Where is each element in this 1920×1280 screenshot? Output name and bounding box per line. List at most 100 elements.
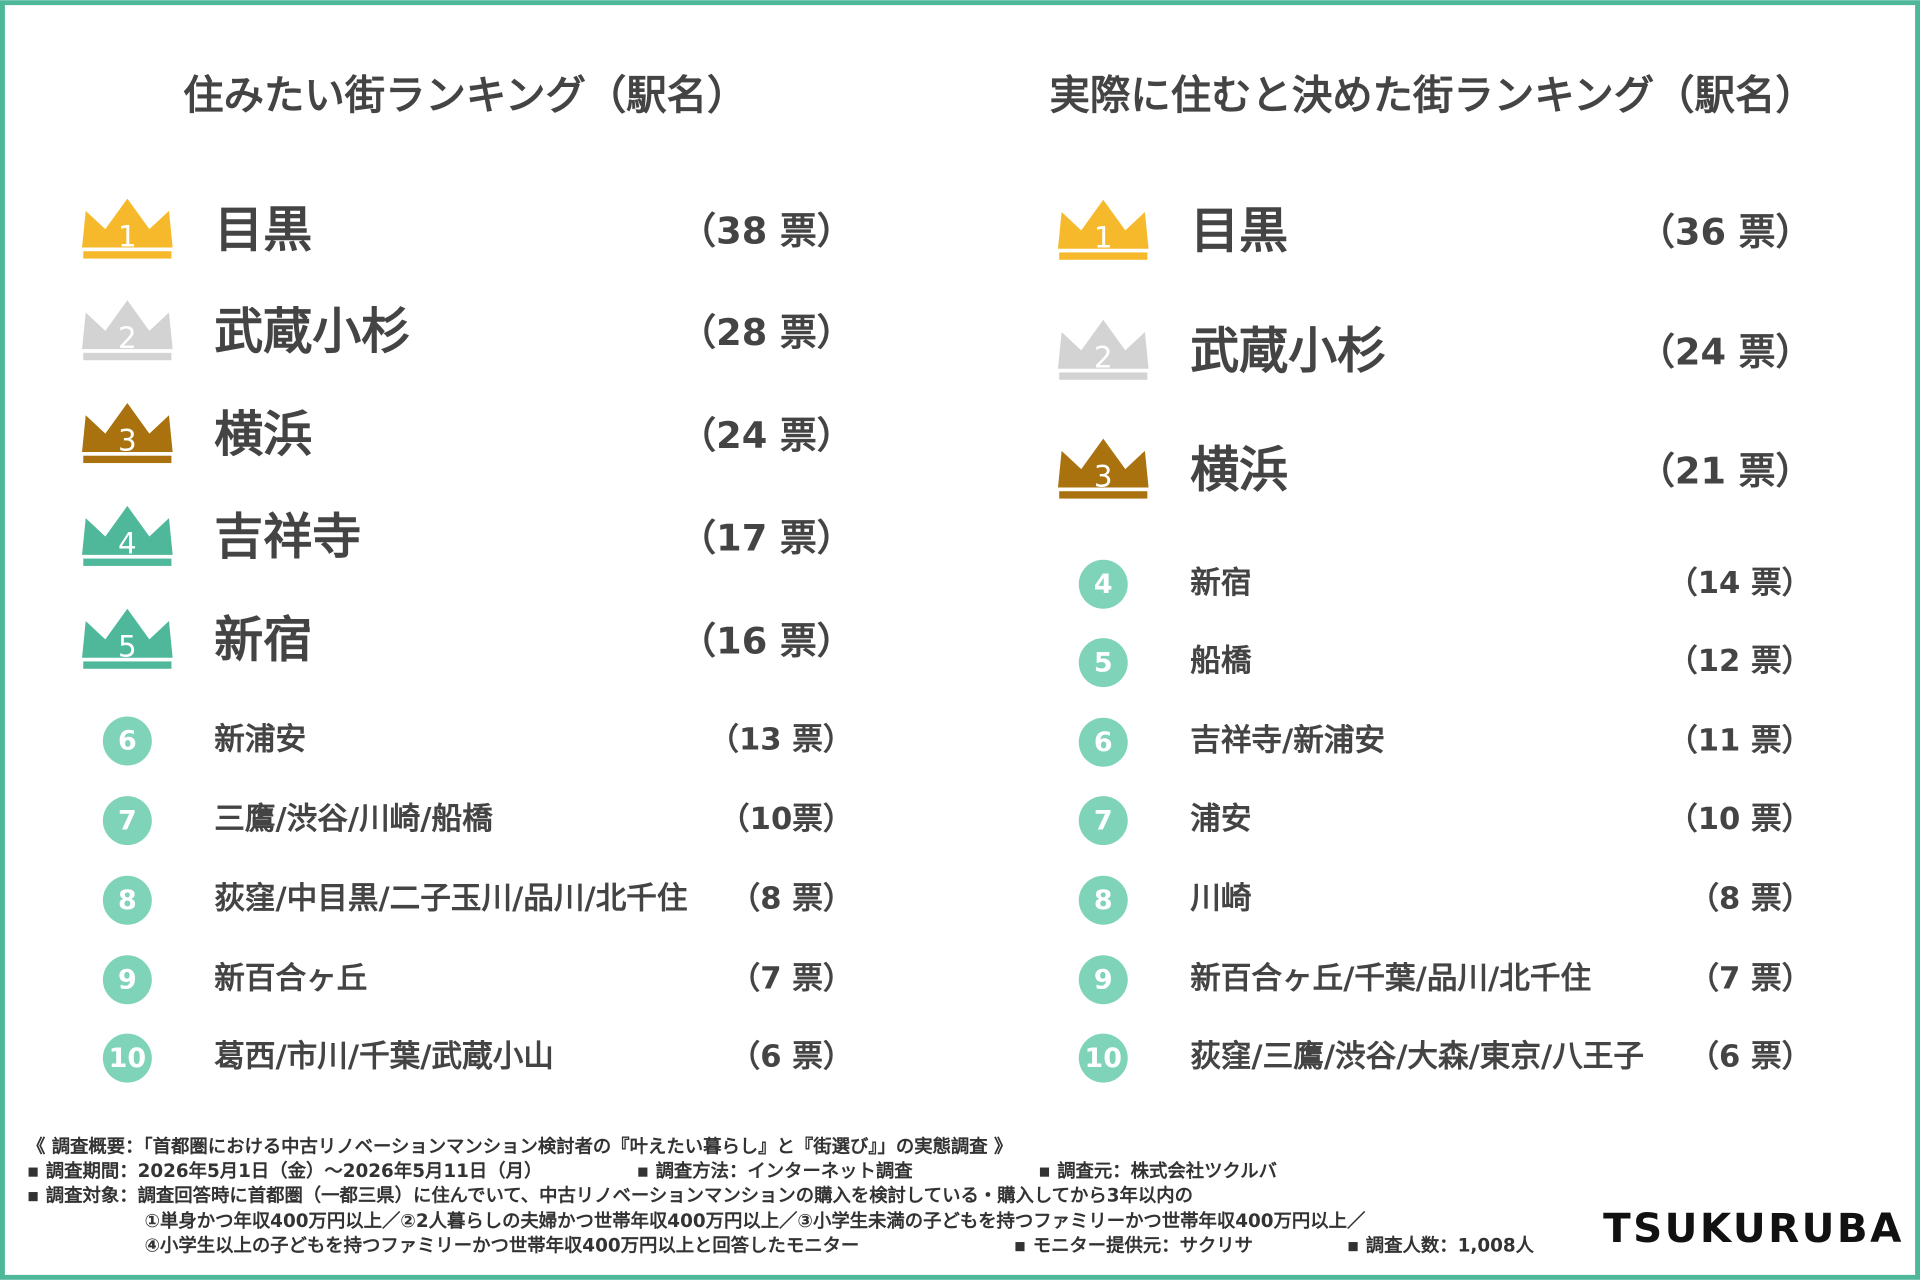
station-name: 新浦安 [214,723,306,758]
vote-count: （13 票） [708,723,853,758]
rank-number: 7 [1094,805,1113,836]
vote-count: （38 票） [679,209,853,252]
crown-base [83,455,172,464]
station-name: 川崎 [1190,882,1251,917]
vote-count: （24 票） [1638,331,1812,374]
vote-count: （24 票） [679,414,853,457]
rank-badge [102,955,152,1005]
station-name: 新宿 [214,612,312,669]
crown [82,608,173,658]
station-name: 葛西/市川/千葉/武蔵小山 [214,1039,554,1075]
footer-note: ▪ 調査元：株式会社ツクルバ [1038,1160,1277,1182]
station-name: 三鷹/渋谷/川崎/船橋 [214,802,493,837]
rank-badge [102,716,152,766]
footer-note: ▪ モニター提供元：サクリサ [1014,1235,1253,1257]
station-name: 武蔵小杉 [1190,323,1386,380]
rank-number: 7 [118,805,137,836]
footer-note: ▪ 調査期間：2026年5月1日（金）～2026年5月11日（月） [27,1160,542,1182]
vote-count: （7 票） [730,961,854,996]
rank-badge [1078,955,1128,1005]
crown [82,403,173,453]
vote-count: （36 票） [1638,211,1812,254]
vote-count: （6 票） [730,1040,854,1075]
station-name: 新百合ヶ丘 [214,960,367,996]
crown-base [1059,252,1148,260]
rank-badge [1078,875,1128,925]
rank-number: 6 [1094,727,1113,758]
crown-base [1059,372,1148,380]
rank-number: 10 [1085,1043,1122,1074]
vote-count: （10票） [719,802,853,837]
rank-badge [1078,559,1128,609]
station-name: 目黒 [214,201,312,258]
footer-note: ▪ 調査対象：調査回答時に首都圏（一都三県）に住んでいて、中古リノベーションマン… [27,1185,1193,1207]
vote-count: （11 票） [1667,724,1812,759]
station-name: 荻窪/三鷹/渋谷/大森/東京/八王子 [1190,1039,1644,1075]
station-name: 新百合ヶ丘/千葉/品川/北千住 [1190,960,1591,996]
rank-number: 1 [1094,220,1113,254]
crown-base [83,558,172,566]
station-name: 吉祥寺/新浦安 [1190,724,1385,759]
vote-count: （7 票） [1688,961,1812,996]
vote-count: （21 票） [1638,449,1812,492]
vote-count: （10 票） [1667,802,1812,837]
vote-count: （8 票） [730,882,854,917]
rank-number: 2 [1094,340,1113,374]
station-name: 目黒 [1190,203,1288,260]
rank-number: 4 [118,527,137,561]
rank-number: 9 [1094,965,1113,996]
vote-count: （14 票） [1667,566,1812,601]
vote-count: （28 票） [679,311,853,354]
footer-note: ▪ 調査方法：インターネット調査 [637,1160,914,1182]
left-title: 住みたい街ランキング（駅名） [183,71,747,119]
footer-note: 《 調査概要：「首都圏における中古リノベーションマンション検討者の『叶えたい暮ら… [27,1136,1012,1158]
crown [1057,319,1149,369]
vote-count: （12 票） [1667,644,1812,679]
station-name: 新宿 [1190,566,1251,601]
rank-badge [102,796,152,846]
rank-badge [102,875,152,925]
rank-number: 10 [109,1043,146,1074]
rank-number: 1 [118,219,137,253]
logo: TSUKURUBA [1603,1204,1904,1252]
crown [82,300,173,350]
rank-badge [1078,717,1128,767]
footer-note: ①単身かつ年収400万円以上／②2人暮らしの夫婦かつ世帯年収400万円以上／③小… [144,1210,1366,1232]
rank-number: 2 [118,321,137,355]
crown [1057,199,1149,249]
station-name: 船橋 [1190,644,1252,679]
station-name: 浦安 [1190,802,1251,837]
rank-number: 5 [118,629,137,663]
footer-note: ④小学生以上の子どもを持つファミリーかつ世帯年収400万円以上と回答したモニター [144,1235,859,1257]
crown [82,505,173,555]
crown-base [1059,491,1148,499]
rank-badge [102,1033,152,1083]
rank-number: 6 [118,726,137,757]
crown-base [83,251,172,259]
crown-base [83,352,172,361]
vote-count: （17 票） [679,517,853,560]
right-title: 実際に住むと決めた街ランキング（駅名） [1050,71,1816,119]
rank-badge [1078,1033,1128,1083]
station-name: 武蔵小杉 [214,303,410,360]
station-name: 横浜 [1190,441,1288,498]
crown-base [83,661,172,669]
crown [1057,438,1149,488]
station-name: 荻窪/中目黒/二子玉川/品川/北千住 [214,882,687,917]
vote-count: （6 票） [1688,1040,1812,1075]
station-name: 吉祥寺 [214,509,361,566]
rank-number: 8 [1094,885,1113,916]
crown [82,198,173,248]
rank-number: 3 [118,424,137,458]
station-name: 横浜 [214,406,312,463]
rank-number: 4 [1094,569,1113,600]
rank-number: 5 [1094,647,1113,678]
rank-number: 9 [118,965,137,996]
rank-badge [1078,796,1128,846]
footer-note: ▪ 調査人数：1,008人 [1347,1235,1535,1257]
vote-count: （16 票） [679,620,853,663]
rank-number: 8 [118,885,137,916]
